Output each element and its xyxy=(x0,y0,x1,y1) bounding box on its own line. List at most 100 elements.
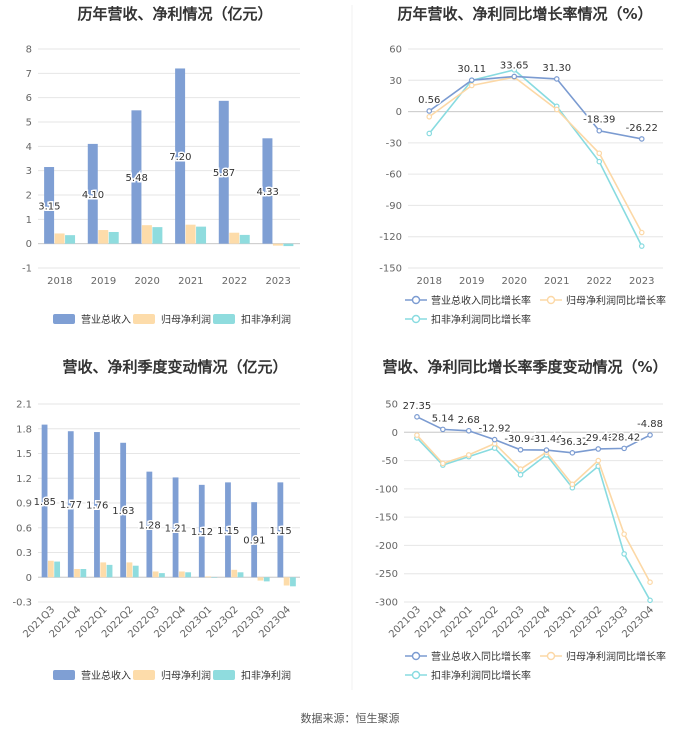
quarter-line-chart: -300-250-200-150-100-500502021Q32021Q420… xyxy=(375,399,666,682)
annual-line-point-line_net xyxy=(468,82,475,89)
annual-bar-bar-revenue xyxy=(87,143,98,244)
quarter-line-legend-marker xyxy=(546,651,556,661)
annual-line-point-line_net xyxy=(553,106,560,113)
quarter-bar-ytick-label: 1.8 xyxy=(16,424,32,435)
annual-line-point-line_net xyxy=(638,229,645,236)
quarter-line-title: 营收、净利同比增长率季度变动情况（%） xyxy=(382,358,667,376)
annual-line-data-label: 31.30 xyxy=(542,63,571,74)
quarter-bar-bar-revenue xyxy=(67,431,74,578)
quarter-bar-bar-deducted xyxy=(237,572,244,578)
annual-line-chart: -150 -120 -90 -60 -30 0 30 60 2018 2019 2020 2021 20… xyxy=(379,45,666,327)
annual-line-legend-marker xyxy=(546,295,556,305)
annual-bar-ytick-label: 6 xyxy=(26,93,32,104)
annual-line-data-label: -26.22 xyxy=(626,123,658,134)
quarter-bar-bar-net_profit xyxy=(126,562,133,578)
annual-line-xtick-label: 2023 xyxy=(629,276,654,287)
quarter-bar-bar-revenue xyxy=(172,477,179,578)
quarter-bar-data-label: 1.28 xyxy=(138,520,160,531)
quarter-line-point-line_deducted xyxy=(647,597,653,604)
quarter-line-point-line_revenue xyxy=(414,414,420,420)
annual-bar-title: 历年营收、净利情况（亿元） xyxy=(77,5,272,23)
quarter-line-point-line_revenue xyxy=(491,436,498,443)
quarter-bar-data-label: 1.15 xyxy=(269,526,291,537)
quarter-bar-bar-net_profit xyxy=(257,577,264,581)
annual-line-ytick-label: 30 xyxy=(389,76,402,87)
quarter-bar-ytick-label: 0 xyxy=(26,573,32,584)
quarter-bar-legend-label: 扣非净利润 xyxy=(241,669,291,682)
annual-line-point-line_net xyxy=(596,150,603,157)
quarter-line-ytick-label: -300 xyxy=(375,598,398,609)
quarter-bar-data-label: 1.76 xyxy=(86,501,108,512)
annual-bar-bar-net_profit xyxy=(141,225,152,244)
annual-bar-chart: -1 0 1 2 3 4 5 6 7 8 2018 2019 2020 2021 2022 2023 3.15 4… xyxy=(22,45,300,326)
annual-bar-data-label: 5.87 xyxy=(213,168,235,179)
quarter-line-point-line_net xyxy=(414,432,420,438)
quarter-bar-title: 营收、净利季度变动情况（亿元） xyxy=(62,358,287,376)
annual-bar-bar-net_profit xyxy=(98,230,109,244)
annual-line-point-line_deducted xyxy=(511,67,518,73)
quarter-bar-data-label: 1.21 xyxy=(165,523,187,534)
quarter-bar-bar-net_profit xyxy=(178,571,185,578)
annual-line-point-line_revenue xyxy=(553,76,560,82)
quarter-bar-ytick-label: 2.1 xyxy=(16,400,32,411)
annual-bar-legend-swatch xyxy=(213,314,235,324)
quarter-line-ytick-label: -200 xyxy=(375,541,398,552)
annual-line-xtick-label: 2018 xyxy=(417,276,442,287)
quarter-line-point-line_net xyxy=(647,579,653,586)
quarter-line-data-label: -30.94 xyxy=(504,434,536,445)
quarter-line-point-line_revenue xyxy=(647,432,653,438)
quarter-line-ytick-label: -50 xyxy=(382,456,398,467)
annual-line-legend-marker xyxy=(411,295,421,305)
quarter-line-point-line_deducted xyxy=(491,445,498,451)
quarter-line-line-line_revenue xyxy=(416,416,651,454)
quarter-bar-ytick-label: -0.3 xyxy=(12,598,32,609)
quarter-line-point-line_net xyxy=(517,466,524,472)
annual-bar-data-label: 5.48 xyxy=(126,173,148,184)
quarter-bar-data-label: 1.15 xyxy=(217,526,239,537)
annual-line-point-line_revenue xyxy=(638,136,645,142)
annual-bar-bar-net_profit xyxy=(272,243,283,246)
annual-line-point-line_revenue xyxy=(596,127,603,134)
annual-bar-bar-revenue xyxy=(44,167,55,244)
annual-bar-data-label: 7.20 xyxy=(169,152,191,163)
annual-line-xtick-label: 2022 xyxy=(587,276,612,287)
annual-line-ytick-label: -90 xyxy=(386,201,402,212)
annual-line-ytick-label: -150 xyxy=(379,264,402,275)
annual-line-xtick-label: 2020 xyxy=(502,276,527,287)
annual-line-line-line_net xyxy=(428,76,643,233)
annual-bar-data-label: 4.10 xyxy=(82,190,104,201)
quarter-line-point-line_net xyxy=(595,457,602,464)
annual-line-title: 历年营收、净利同比增长率情况（%） xyxy=(397,5,652,23)
annual-bar-bar-deducted xyxy=(196,226,207,244)
quarter-bar-bar-revenue xyxy=(120,442,127,578)
quarter-bar-ytick-label: 0.9 xyxy=(16,499,32,510)
quarter-line-point-line_revenue xyxy=(517,446,524,453)
annual-bar-xtick-label: 2019 xyxy=(91,276,116,287)
quarter-line-point-line_net xyxy=(465,452,472,458)
quarter-line-data-label: -31.44 xyxy=(530,434,562,445)
quarter-bar-legend-swatch xyxy=(213,670,235,680)
quarter-bar-bar-net_profit xyxy=(74,569,80,578)
annual-bar-legend-swatch xyxy=(133,314,155,324)
annual-bar-legend-swatch xyxy=(53,314,75,324)
annual-line-point-line_revenue xyxy=(468,77,475,83)
quarter-line-ytick-label: -250 xyxy=(375,569,398,580)
quarter-line-legend-marker xyxy=(411,670,421,680)
quarter-bar-bar-deducted xyxy=(211,577,218,578)
annual-bar-bar-deducted xyxy=(239,234,250,244)
quarter-bar-bar-deducted xyxy=(159,573,165,578)
annual-line-legend-marker xyxy=(411,314,421,324)
annual-bar-xtick-label: 2021 xyxy=(178,276,203,287)
annual-line-point-line_deducted xyxy=(426,130,433,137)
quarter-bar-bar-net_profit xyxy=(205,576,211,578)
quarter-bar-bar-net_profit xyxy=(231,569,238,578)
quarter-line-ytick-label: -150 xyxy=(375,513,398,524)
annual-bar-ytick-label: 1 xyxy=(26,215,32,226)
quarter-line-ytick-label: 0 xyxy=(392,428,398,439)
quarter-bar-bar-deducted xyxy=(132,565,139,578)
annual-bar-ytick-label: -1 xyxy=(22,264,32,275)
quarter-bar-bar-net_profit xyxy=(152,571,159,578)
quarter-line-line-line_deducted xyxy=(416,437,651,601)
quarter-bar-bar-deducted xyxy=(54,561,61,578)
quarter-line-point-line_net xyxy=(569,481,576,488)
